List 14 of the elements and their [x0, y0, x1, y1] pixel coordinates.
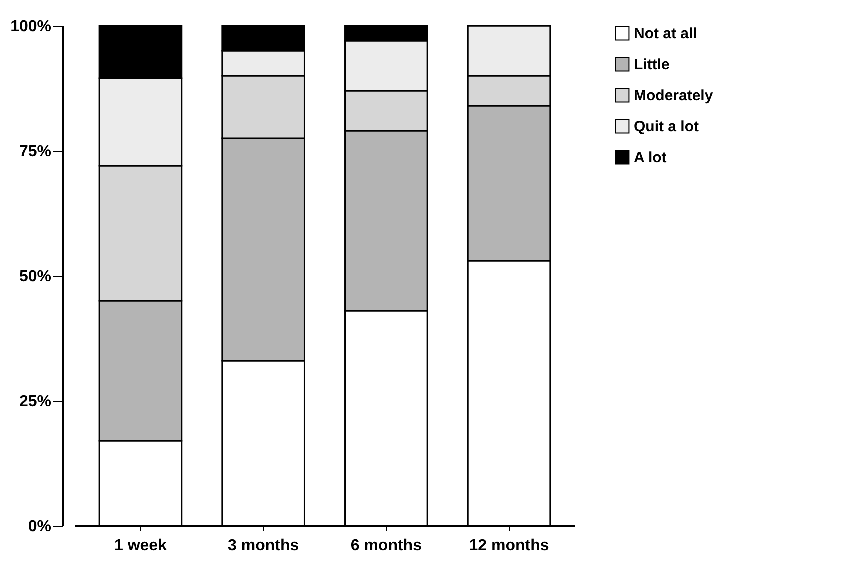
x-tick-label: 1 week — [114, 538, 168, 554]
legend-label: Quit a lot — [634, 118, 699, 136]
y-tick-label: 100% — [10, 18, 52, 36]
y-tick-label: 0% — [28, 518, 52, 536]
y-tick-label: 50% — [19, 268, 52, 286]
y-tick-label: 75% — [19, 144, 52, 160]
legend-label: Not at all — [634, 26, 698, 42]
legend-label: A lot — [634, 150, 667, 166]
legend-label: Little — [634, 56, 670, 74]
x-tick-label: 3 months — [228, 538, 300, 554]
y-tick-label: 25% — [19, 394, 52, 410]
legend-label: Moderately — [634, 88, 714, 104]
x-tick-label: 12 months — [469, 538, 550, 554]
x-tick-label: 6 months — [350, 538, 422, 554]
